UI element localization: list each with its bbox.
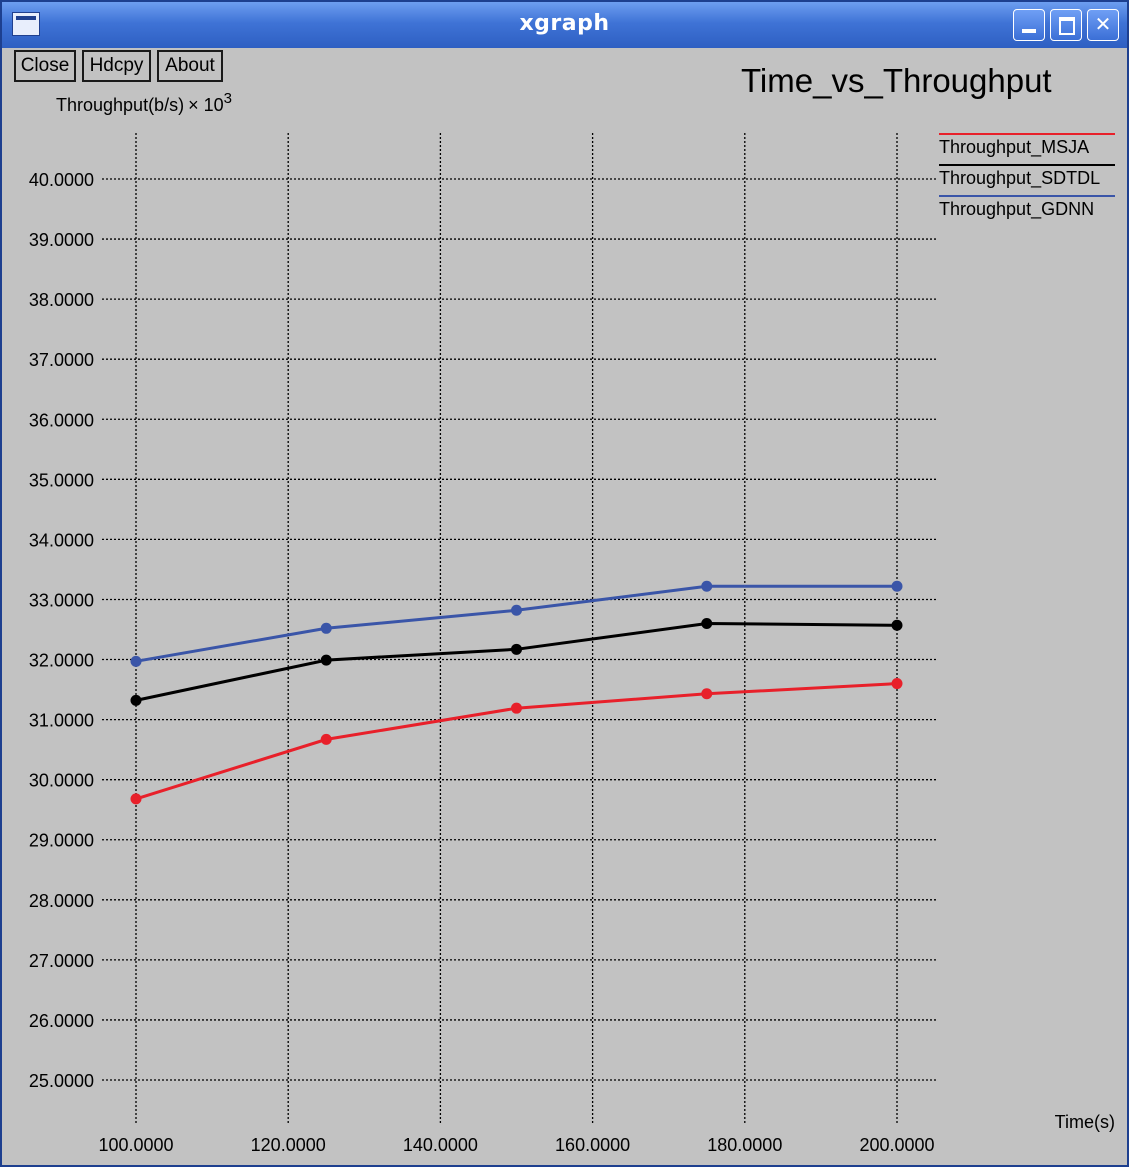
- y-tick-label: 31.0000: [29, 711, 94, 731]
- x-tick-label: 200.0000: [859, 1135, 934, 1155]
- series-Throughput_MSJA: [130, 678, 903, 805]
- series-Throughput_GDNN: [130, 580, 903, 667]
- chart-title: Time_vs_Throughput: [741, 62, 1052, 99]
- close-icon[interactable]: ✕: [1087, 9, 1119, 41]
- data-point: [511, 604, 522, 616]
- series-group: [130, 580, 903, 805]
- data-point: [320, 733, 332, 745]
- data-point: [701, 617, 713, 629]
- x-tick-labels: 100.0000 120.0000 140.0000 160.0000 180.0000…: [98, 1135, 934, 1155]
- y-tick-labels: 25.0000 26.0000 27.0000 28.0000 29.0000 30.00…: [29, 170, 94, 1091]
- close-button[interactable]: Close: [14, 50, 76, 82]
- y-tick-label: 27.0000: [29, 951, 94, 971]
- y-axis-label: Throughput(b/s) × 103: [56, 90, 232, 115]
- y-tick-label: 35.0000: [29, 470, 94, 490]
- y-tick-label: 36.0000: [29, 410, 94, 430]
- y-tick-label: 32.0000: [29, 651, 94, 671]
- legend: Throughput_MSJA Throughput_SDTDL Throughpu…: [939, 133, 1115, 220]
- maximize-icon[interactable]: [1050, 9, 1082, 41]
- series-line: [135, 682, 898, 801]
- y-tick-label: 38.0000: [29, 290, 94, 310]
- data-point: [891, 678, 903, 690]
- y-tick-label: 25.0000: [29, 1071, 94, 1091]
- y-tick-label: 29.0000: [29, 831, 94, 851]
- y-tick-label: 39.0000: [29, 230, 94, 250]
- data-point: [320, 654, 332, 666]
- y-tick-label: 33.0000: [29, 590, 94, 610]
- grid: [102, 133, 937, 1123]
- y-tick-label: 30.0000: [29, 771, 94, 791]
- window-menu-icon[interactable]: [12, 12, 40, 36]
- y-axis-exponent: 3: [224, 90, 232, 107]
- x-tick-label: 120.0000: [251, 1135, 326, 1155]
- data-point: [701, 580, 713, 592]
- hardcopy-button[interactable]: Hdcpy: [82, 50, 151, 82]
- y-axis-label-text: Throughput(b/s): [56, 95, 184, 115]
- y-tick-label: 37.0000: [29, 350, 94, 370]
- y-tick-label: 40.0000: [29, 170, 94, 190]
- data-point: [320, 622, 332, 634]
- legend-label: Throughput_MSJA: [939, 137, 1089, 158]
- x-tick-label: 160.0000: [555, 1135, 630, 1155]
- data-point: [891, 619, 903, 631]
- data-point: [130, 793, 142, 805]
- data-point: [511, 702, 522, 714]
- data-point: [511, 643, 522, 655]
- y-tick-label: 26.0000: [29, 1011, 94, 1031]
- x-tick-label: 180.0000: [707, 1135, 782, 1155]
- window-title: xgraph: [519, 11, 610, 36]
- y-axis-multiplier: × 10: [188, 95, 224, 115]
- title-bar[interactable]: xgraph ✕: [2, 2, 1127, 48]
- minimize-icon[interactable]: [1013, 9, 1045, 41]
- series-Throughput_SDTDL: [130, 617, 903, 706]
- x-tick-label: 140.0000: [403, 1135, 478, 1155]
- legend-label: Throughput_SDTDL: [939, 168, 1100, 189]
- y-tick-label: 28.0000: [29, 891, 94, 911]
- x-axis-label: Time(s): [1055, 1112, 1115, 1132]
- data-point: [130, 655, 142, 667]
- legend-label: Throughput_GDNN: [939, 199, 1094, 220]
- about-button[interactable]: About: [157, 50, 223, 82]
- y-tick-label: 34.0000: [29, 530, 94, 550]
- plot-area: Time_vs_Throughput Throughput(b/s) × 103 …: [29, 62, 1115, 1155]
- data-point: [701, 688, 713, 700]
- x-tick-label: 100.0000: [98, 1135, 173, 1155]
- data-point: [130, 694, 142, 706]
- data-point: [891, 580, 903, 592]
